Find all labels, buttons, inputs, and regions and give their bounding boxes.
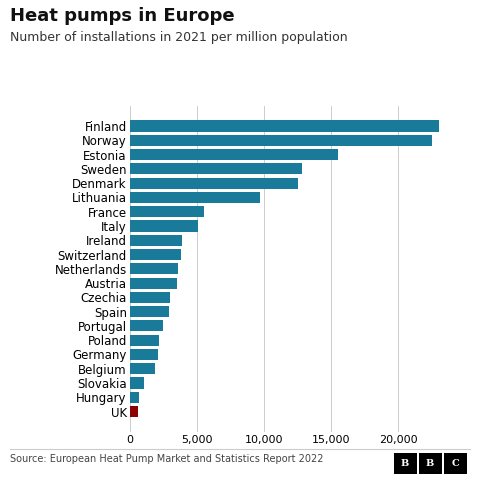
Bar: [130, 320, 163, 332]
Bar: [130, 178, 298, 189]
Bar: [130, 120, 439, 132]
Bar: [130, 206, 204, 217]
Bar: [130, 277, 177, 288]
Text: Heat pumps in Europe: Heat pumps in Europe: [10, 7, 234, 25]
Text: C: C: [451, 459, 459, 468]
Text: Number of installations in 2021 per million population: Number of installations in 2021 per mill…: [10, 31, 347, 44]
Text: B: B: [401, 459, 409, 468]
Bar: [130, 163, 301, 174]
Text: B: B: [426, 459, 434, 468]
Text: Source: European Heat Pump Market and Statistics Report 2022: Source: European Heat Pump Market and St…: [10, 454, 323, 464]
Bar: [130, 406, 138, 417]
Bar: [130, 149, 338, 160]
Bar: [130, 292, 170, 303]
Bar: [130, 349, 158, 360]
Bar: [130, 335, 159, 346]
Bar: [130, 392, 139, 403]
Bar: [130, 263, 178, 275]
Bar: [130, 220, 198, 231]
Bar: [130, 192, 260, 203]
Bar: [130, 363, 155, 374]
Bar: [130, 377, 144, 389]
Bar: [130, 306, 169, 317]
Bar: [130, 235, 182, 246]
Bar: [130, 135, 432, 146]
Bar: [130, 249, 180, 260]
